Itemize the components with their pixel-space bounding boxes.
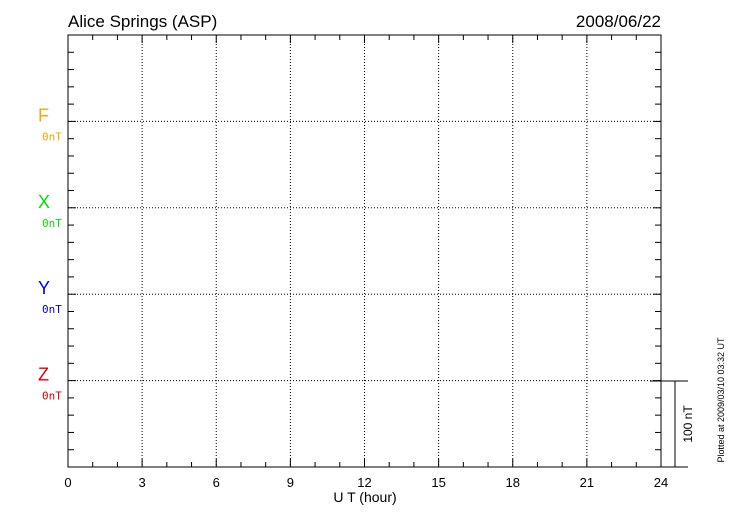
plot-frame <box>67 34 662 468</box>
x-tick-label: 9 <box>287 475 294 490</box>
series-name-x: X <box>38 192 50 212</box>
x-axis-label: U T (hour) <box>333 489 396 505</box>
baseline-label-f: 0nT <box>42 130 62 143</box>
x-tick-label: 24 <box>654 475 668 490</box>
plotted-at-footer: Plotted at 2009/03/10 03:32 UT <box>716 337 726 463</box>
x-tick-labels: 0 3 6 9 12 15 18 21 24 <box>64 475 668 490</box>
x-tick-label: 6 <box>213 475 220 490</box>
baseline-label-x: 0nT <box>42 217 62 230</box>
x-tick-label: 21 <box>580 475 594 490</box>
x-tick-label: 12 <box>357 475 371 490</box>
series-name-y: Y <box>38 278 50 298</box>
scale-bar-label: 100 nT <box>681 405 695 443</box>
x-tick-label: 0 <box>64 475 71 490</box>
baseline-label-y: 0nT <box>42 303 62 316</box>
baseline-label-z: 0nT <box>42 390 62 403</box>
chart-date: 2008/06/22 <box>576 12 661 31</box>
x-tick-label: 18 <box>506 475 520 490</box>
x-tick-label: 15 <box>431 475 445 490</box>
series-name-f: F <box>38 105 49 125</box>
chart-title: Alice Springs (ASP) <box>68 12 217 31</box>
series-name-z: Z <box>38 365 49 385</box>
scale-bar <box>650 380 688 468</box>
axis-ticks <box>67 34 662 468</box>
x-tick-label: 3 <box>139 475 146 490</box>
grid <box>68 35 661 467</box>
series-labels: F 0nT X 0nT Y 0nT Z 0nT <box>38 105 62 402</box>
